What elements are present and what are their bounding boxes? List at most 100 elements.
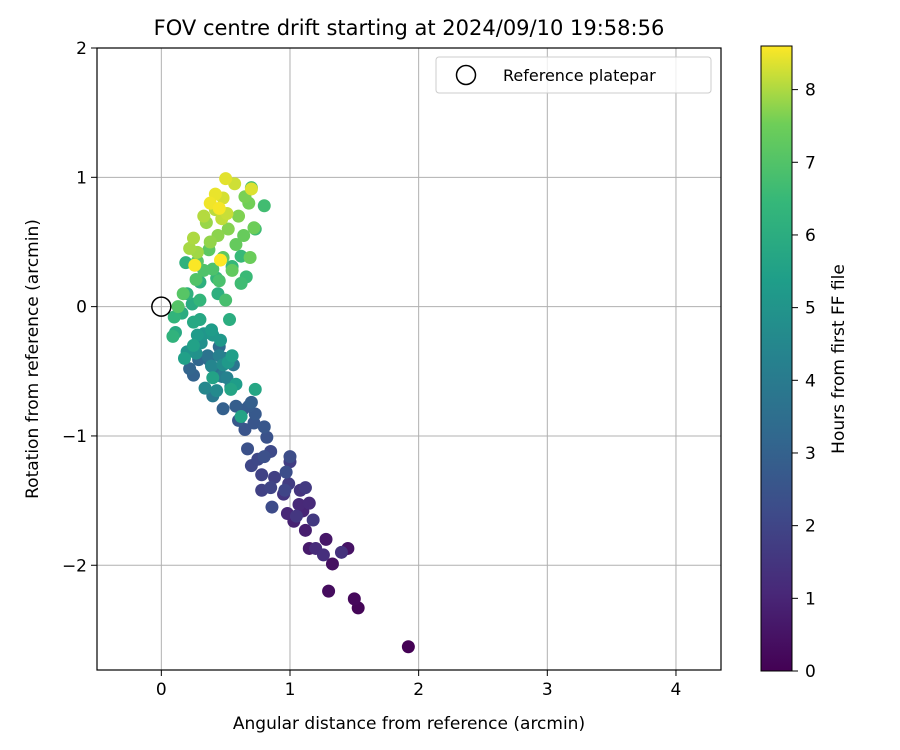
data-point (186, 231, 200, 245)
data-point (248, 382, 262, 396)
data-point (166, 329, 180, 343)
data-point (229, 399, 243, 413)
colorbar-ticks: 0 1 2 3 4 5 6 7 8 (792, 81, 816, 682)
x-tick-label: 4 (671, 680, 682, 700)
x-axis-label: Angular distance from reference (arcmin) (233, 714, 585, 734)
data-point (325, 557, 339, 571)
data-point (214, 333, 228, 347)
y-tick-label: −2 (62, 556, 87, 576)
data-point (201, 349, 215, 363)
colorbar-tick-label: 8 (805, 81, 816, 101)
data-point (257, 450, 271, 464)
data-point (221, 222, 235, 236)
y-tick-label: 2 (76, 39, 87, 59)
data-point (214, 253, 228, 267)
data-point (212, 274, 226, 288)
colorbar-tick-label: 1 (805, 589, 816, 609)
data-point (176, 287, 190, 301)
data-point (183, 362, 197, 376)
data-point (238, 422, 252, 436)
data-point (210, 384, 224, 398)
data-point (186, 338, 200, 352)
data-point (260, 430, 274, 444)
legend-box (435, 56, 712, 94)
y-axis-ticks: −2 −1 0 1 2 (62, 39, 97, 576)
data-point (225, 263, 239, 277)
data-point (205, 323, 219, 337)
y-tick-label: 1 (76, 168, 87, 188)
data-point (278, 483, 292, 497)
data-point (334, 545, 348, 559)
y-tick-label: −1 (62, 427, 87, 447)
colorbar-tick-label: 4 (805, 371, 816, 391)
data-point (167, 310, 181, 324)
data-point (205, 359, 219, 373)
colorbar-label: Hours from first FF file (829, 264, 849, 454)
data-points (166, 172, 415, 654)
data-point (232, 209, 246, 223)
colorbar-gradient (760, 45, 793, 672)
data-point (316, 548, 330, 562)
colorbar-tick-label: 5 (805, 299, 816, 319)
data-point (223, 313, 237, 327)
colorbar-tick-label: 6 (805, 226, 816, 246)
data-point (229, 238, 243, 252)
data-point (212, 201, 226, 215)
data-point (219, 293, 233, 307)
data-point (206, 371, 220, 385)
legend-marker (455, 64, 477, 86)
data-point (298, 523, 312, 537)
y-tick-label: 0 (76, 298, 87, 318)
data-point (268, 470, 282, 484)
legend-entry-reference-platepar: Reference platepar (503, 66, 656, 85)
data-point (237, 229, 251, 243)
x-axis-ticks: 0 1 2 3 4 (156, 670, 681, 700)
data-point (193, 293, 207, 307)
x-tick-label: 0 (156, 680, 167, 700)
colorbar-tick-label: 3 (805, 444, 816, 464)
data-point (279, 465, 293, 479)
data-point (190, 328, 204, 342)
data-point (234, 410, 248, 424)
data-point (243, 250, 257, 264)
data-point (189, 272, 203, 286)
data-point (186, 315, 200, 329)
chart-title: FOV centre drift starting at 2024/09/10 … (154, 16, 665, 40)
data-point (244, 182, 258, 196)
data-point (224, 382, 238, 396)
data-point (347, 592, 361, 606)
legend: Reference platepar (435, 56, 712, 94)
data-point (177, 351, 191, 365)
data-point (283, 450, 297, 464)
data-point (298, 481, 312, 495)
data-point (225, 349, 239, 363)
data-point (216, 402, 230, 416)
colorbar-tick-label: 2 (805, 517, 816, 537)
data-point (292, 497, 306, 511)
data-point (289, 509, 303, 523)
data-point (302, 496, 316, 510)
data-point (244, 395, 258, 409)
data-point (171, 300, 185, 314)
data-point (265, 500, 279, 514)
data-point (203, 235, 217, 249)
data-point (197, 209, 211, 223)
data-point (401, 640, 415, 654)
x-tick-label: 3 (542, 680, 553, 700)
data-point (257, 420, 271, 434)
data-point (234, 276, 248, 290)
y-axis-label: Rotation from reference (arcmin) (23, 219, 43, 499)
colorbar: 0 1 2 3 4 5 6 7 8 Hours from first FF file (760, 45, 849, 682)
data-point (306, 513, 320, 527)
data-point (198, 381, 212, 395)
data-point (255, 468, 269, 482)
data-point (264, 481, 278, 495)
data-point (188, 258, 202, 272)
data-point (183, 241, 197, 255)
data-point (257, 199, 271, 213)
data-point (219, 172, 233, 186)
data-point (319, 532, 333, 546)
data-point (241, 442, 255, 456)
colorbar-tick-label: 7 (805, 153, 816, 173)
